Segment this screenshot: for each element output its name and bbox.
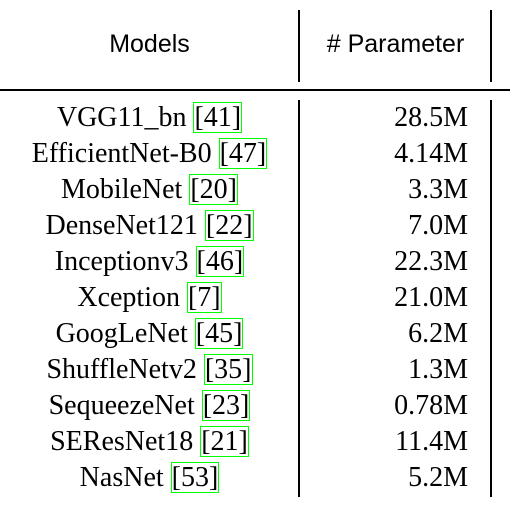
header-parameters: # Parameter (326, 30, 465, 58)
right-border-body (490, 100, 492, 497)
model-cell: SequeezeNet [23] (0, 388, 299, 424)
model-name: VGG11_bn (56, 102, 187, 133)
model-name: GoogLeNet (55, 318, 188, 349)
model-name: EfficientNet-B0 (31, 138, 212, 169)
header-models: Models (109, 30, 190, 58)
table-row: VGG11_bn [41] 28.5M (0, 100, 510, 136)
table-row: NasNet [53] 5.2M (0, 460, 510, 496)
parameter-cell: 21.0M (394, 282, 468, 313)
citation-link[interactable]: [53] (170, 462, 220, 493)
model-cell: DenseNet121 [22] (0, 208, 299, 244)
citation-link[interactable]: [22] (204, 210, 254, 241)
model-cell: SEResNet18 [21] (0, 424, 299, 460)
parameter-cell: 11.4M (395, 426, 468, 457)
citation-link[interactable]: [41] (193, 102, 243, 133)
citation-link[interactable]: [21] (200, 426, 249, 457)
parameter-cell: 7.0M (408, 210, 468, 241)
column-divider-body (298, 100, 300, 497)
parameter-cell: 28.5M (394, 102, 468, 133)
citation-link[interactable]: [35] (203, 354, 253, 385)
parameter-cell: 6.2M (408, 318, 468, 349)
table-row: SEResNet18 [21] 11.4M (0, 424, 510, 460)
citation-link[interactable]: [20] (189, 174, 238, 205)
table-body: VGG11_bn [41] 28.5M EfficientNet-B0 [47]… (0, 100, 510, 496)
parameter-cell: 0.78M (394, 390, 468, 421)
model-cell: Xception [7] (0, 280, 299, 316)
parameter-cell: 3.3M (408, 174, 468, 205)
model-cell: MobileNet [20] (0, 172, 299, 208)
table-row: EfficientNet-B0 [47] 4.14M (0, 136, 510, 172)
table-row: GoogLeNet [45] 6.2M (0, 316, 510, 352)
model-name: ShuffleNetv2 (46, 354, 197, 385)
citation-link[interactable]: [23] (201, 390, 251, 421)
model-cell: GoogLeNet [45] (0, 316, 299, 352)
model-cell: VGG11_bn [41] (0, 100, 299, 136)
parameter-cell: 4.14M (394, 138, 468, 169)
right-border-top (490, 10, 492, 82)
model-cell: EfficientNet-B0 [47] (0, 136, 299, 172)
column-divider-top (298, 10, 300, 82)
table-row: SequeezeNet [23] 0.78M (0, 388, 510, 424)
table-row: ShuffleNetv2 [35] 1.3M (0, 352, 510, 388)
model-name: SequeezeNet (48, 390, 195, 421)
model-cell: ShuffleNetv2 [35] (0, 352, 299, 388)
model-name: NasNet (79, 462, 164, 493)
table-row: MobileNet [20] 3.3M (0, 172, 510, 208)
model-name: Xception (77, 282, 180, 313)
citation-link[interactable]: [47] (218, 138, 268, 169)
model-cell: NasNet [53] (0, 460, 299, 496)
table-row: DenseNet121 [22] 7.0M (0, 208, 510, 244)
parameter-cell: 5.2M (408, 462, 468, 493)
parameter-cell: 1.3M (408, 354, 468, 385)
model-name: MobileNet (61, 174, 183, 205)
model-name: DenseNet121 (45, 210, 198, 241)
model-cell: Inceptionv3 [46] (0, 244, 299, 280)
header-rule (0, 89, 510, 91)
parameter-cell: 22.3M (394, 246, 468, 277)
citation-link[interactable]: [45] (194, 318, 244, 349)
citation-link[interactable]: [7] (186, 282, 222, 313)
table-row: Inceptionv3 [46] 22.3M (0, 244, 510, 280)
model-name: Inceptionv3 (54, 246, 189, 277)
citation-link[interactable]: [46] (195, 246, 245, 277)
model-name: SEResNet18 (50, 426, 194, 457)
table-row: Xception [7] 21.0M (0, 280, 510, 316)
